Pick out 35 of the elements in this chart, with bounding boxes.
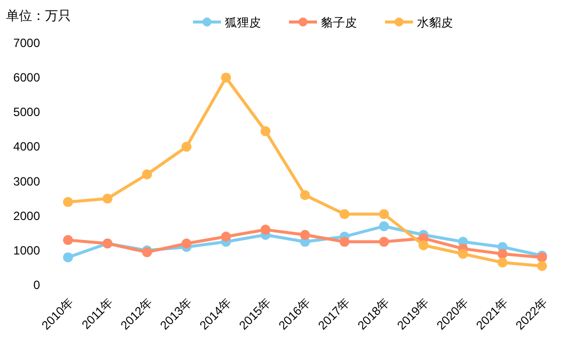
point xyxy=(63,235,73,246)
point xyxy=(63,252,73,262)
y-tick-label: 6000 xyxy=(13,70,40,85)
point xyxy=(498,258,508,268)
point xyxy=(498,248,508,259)
point xyxy=(379,209,389,220)
y-tick-label: 4000 xyxy=(13,140,40,154)
point xyxy=(340,209,350,220)
point xyxy=(379,221,389,232)
point xyxy=(63,197,73,208)
legend-label: 水貂皮 xyxy=(417,16,453,30)
point xyxy=(142,169,152,180)
y-tick-label: 1000 xyxy=(13,243,40,258)
point xyxy=(102,194,112,204)
point xyxy=(221,232,231,242)
y-tick-label: 3000 xyxy=(13,174,40,188)
point xyxy=(221,72,231,83)
point xyxy=(182,142,192,152)
y-tick-label: 0 xyxy=(33,278,40,292)
y-axis-title: 单位：万只 xyxy=(6,8,71,23)
legend-label: 貉子皮 xyxy=(321,16,357,30)
y-tick-label: 7000 xyxy=(13,36,40,50)
point xyxy=(300,230,310,240)
legend-label: 狐狸皮 xyxy=(225,16,261,30)
point xyxy=(182,238,192,249)
y-tick-label: 5000 xyxy=(13,105,40,120)
point xyxy=(379,236,389,247)
y-tick-label: 2000 xyxy=(13,208,40,223)
point xyxy=(340,236,350,247)
point xyxy=(418,240,428,250)
point xyxy=(260,224,270,235)
point xyxy=(260,126,270,136)
point xyxy=(458,248,468,259)
point xyxy=(537,260,547,271)
point xyxy=(300,190,310,200)
